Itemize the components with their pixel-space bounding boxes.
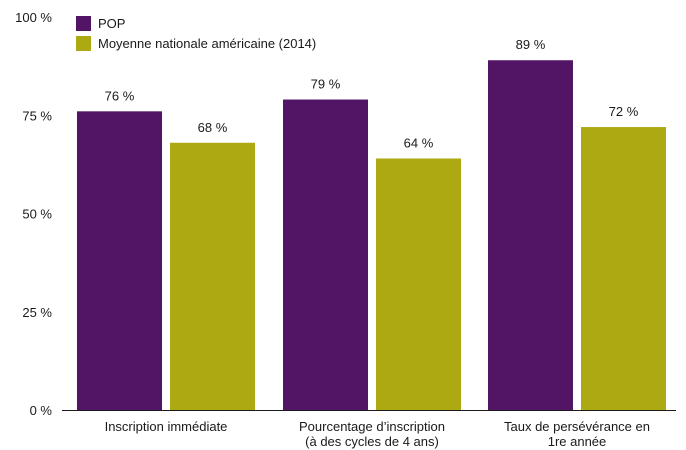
- bar-moyenne-2: [581, 127, 666, 410]
- bar-moyenne-1: [376, 158, 461, 410]
- data-label: 89 %: [516, 37, 546, 52]
- legend-swatch: [76, 16, 91, 31]
- data-label: 64 %: [404, 135, 434, 150]
- category-label: Taux de persévérance en: [504, 419, 650, 434]
- category-label: (à des cycles de 4 ans): [305, 434, 439, 449]
- category-label: 1re année: [548, 434, 607, 449]
- y-tick-label: 100 %: [15, 10, 52, 25]
- bar-pop-2: [488, 60, 573, 410]
- legend: POP Moyenne nationale américaine (2014): [76, 16, 316, 51]
- bar-moyenne-0: [170, 142, 255, 410]
- legend-label: Moyenne nationale américaine (2014): [98, 36, 316, 51]
- y-axis-ticks: 0 % 25 % 50 % 75 % 100 %: [15, 10, 52, 418]
- data-label: 68 %: [198, 120, 228, 135]
- category-labels: Inscription immédiate Pourcentage d’inscr…: [105, 419, 650, 449]
- data-labels: 76 % 68 % 79 % 64 % 89 % 72 %: [105, 37, 639, 150]
- legend-label: POP: [98, 16, 125, 31]
- y-tick-label: 75 %: [22, 108, 52, 123]
- category-label: Inscription immédiate: [105, 419, 228, 434]
- y-tick-label: 0 %: [30, 403, 53, 418]
- data-label: 72 %: [609, 104, 639, 119]
- bar-pop-1: [283, 99, 368, 410]
- y-tick-label: 50 %: [22, 207, 52, 222]
- data-label: 76 %: [105, 88, 135, 103]
- data-label: 79 %: [311, 77, 341, 92]
- legend-swatch: [76, 36, 91, 51]
- y-tick-label: 25 %: [22, 305, 52, 320]
- bars: [77, 60, 666, 410]
- bar-pop-0: [77, 111, 162, 410]
- category-label: Pourcentage d’inscription: [299, 419, 445, 434]
